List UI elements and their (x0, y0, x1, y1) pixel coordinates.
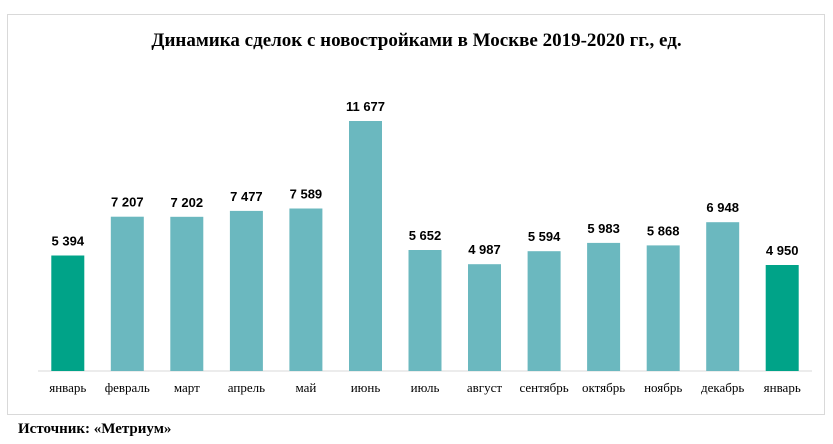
bar-7 (408, 250, 442, 371)
category-label-3: март (174, 380, 200, 395)
category-label-11: ноябрь (644, 380, 682, 395)
source-note: Источник: «Метриум» (18, 421, 172, 437)
category-label-13: январь (764, 380, 801, 395)
bar-2 (110, 216, 144, 371)
data-label-7: 5 652 (409, 228, 442, 243)
bar-5 (289, 208, 323, 371)
category-label-4: апрель (228, 380, 265, 395)
bar-1 (51, 255, 85, 371)
category-label-1: январь (49, 380, 86, 395)
category-label-6: июнь (351, 380, 381, 395)
bar-12 (706, 222, 740, 371)
bar-4 (229, 210, 263, 371)
data-label-5: 7 589 (290, 187, 323, 202)
data-label-2: 7 207 (111, 195, 144, 210)
data-label-10: 5 983 (587, 221, 620, 236)
data-label-8: 4 987 (468, 242, 501, 257)
category-label-8: август (467, 380, 503, 395)
data-label-4: 7 477 (230, 189, 263, 204)
bar-11 (646, 245, 680, 371)
data-label-13: 4 950 (766, 243, 799, 258)
category-label-7: июль (411, 380, 440, 395)
bar-10 (587, 242, 621, 371)
bar-6 (349, 121, 382, 371)
data-label-6: 11 677 (346, 99, 385, 114)
category-label-2: февраль (105, 380, 150, 395)
category-label-5: май (295, 380, 316, 395)
bar-9 (527, 251, 561, 371)
chart-title: Динамика сделок с новостройками в Москве… (151, 30, 682, 51)
bar-8 (468, 264, 501, 371)
category-label-12: декабрь (701, 380, 744, 395)
data-label-3: 7 202 (171, 195, 204, 210)
data-label-1: 5 394 (52, 234, 85, 249)
data-label-12: 6 948 (706, 200, 739, 215)
bar-3 (170, 216, 204, 371)
category-label-9: сентябрь (519, 380, 568, 395)
category-label-10: октябрь (582, 380, 625, 395)
data-label-11: 5 868 (647, 223, 680, 238)
data-label-9: 5 594 (528, 229, 561, 244)
bar-13 (765, 265, 799, 371)
